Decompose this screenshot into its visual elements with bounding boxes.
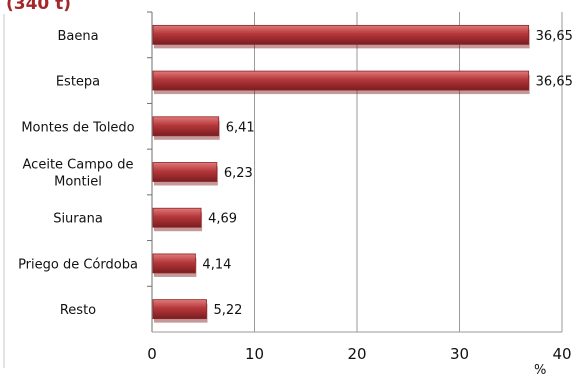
x-axis-label: % (534, 363, 546, 376)
labels: 0 10 20 30 40 36,65 Baena 36,65 Estepa 6,41 Montes… (18, 29, 573, 363)
axes (147, 11, 562, 333)
data-label: 4,69 (208, 212, 237, 227)
category-label: Montes de Toledo (21, 120, 134, 135)
bar (152, 253, 196, 274)
bar (152, 70, 530, 91)
data-label: 5,22 (214, 303, 243, 318)
x-tick-label: 20 (347, 345, 366, 363)
category-label: Siurana (53, 212, 103, 227)
category-label: Estepa (56, 75, 100, 90)
data-label: 6,23 (224, 166, 253, 181)
category-label: Priego de Córdoba (18, 257, 138, 272)
data-label: 36,65 (536, 29, 573, 44)
bar (152, 116, 220, 137)
data-label: 6,41 (226, 120, 255, 135)
bars (152, 24, 530, 323)
gridlines (254, 12, 563, 332)
chart-title: (340 t) (6, 0, 71, 14)
x-tick-label: 30 (450, 345, 469, 363)
category-label: Baena (57, 29, 98, 44)
bar (152, 207, 202, 228)
bar (152, 162, 218, 182)
category-label: Resto (60, 303, 96, 318)
bar (152, 24, 530, 45)
x-tick-label: 40 (552, 345, 571, 363)
data-label: 36,65 (536, 75, 573, 90)
bar (152, 299, 207, 320)
data-label: 4,14 (202, 257, 231, 272)
x-tick-label: 0 (147, 345, 157, 363)
x-tick-label: 10 (245, 345, 264, 363)
category-label: Aceite Campo de Montiel (23, 158, 134, 190)
